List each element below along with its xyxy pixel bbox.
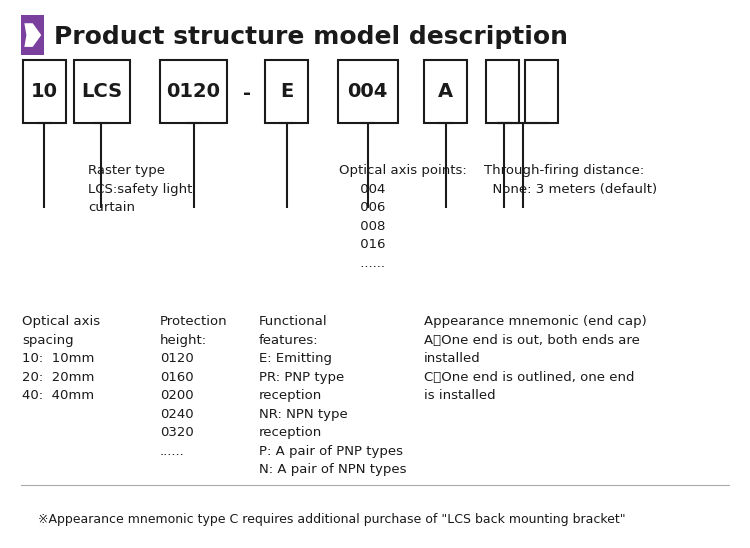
Text: Product structure model description: Product structure model description bbox=[54, 25, 568, 49]
Bar bbox=[338, 60, 398, 123]
Bar bbox=[265, 60, 308, 123]
Bar bbox=[22, 60, 66, 123]
Bar bbox=[424, 60, 467, 123]
Polygon shape bbox=[24, 23, 41, 47]
Bar bbox=[21, 15, 44, 55]
Text: LCS: LCS bbox=[81, 82, 122, 101]
Text: Through-firing distance:
  None: 3 meters (default): Through-firing distance: None: 3 meters … bbox=[484, 164, 657, 196]
Text: Raster type
LCS:safety light
curtain: Raster type LCS:safety light curtain bbox=[88, 164, 193, 214]
Text: Optical axis points:
     004
     006
     008
     016
     ......: Optical axis points: 004 006 008 016 ...… bbox=[339, 164, 466, 270]
Bar bbox=[486, 60, 519, 123]
Text: Appearance mnemonic (end cap)
A：One end is out, both ends are
installed
C：One en: Appearance mnemonic (end cap) A：One end … bbox=[424, 315, 646, 402]
Text: ※Appearance mnemonic type C requires additional purchase of "LCS back mounting b: ※Appearance mnemonic type C requires add… bbox=[38, 513, 625, 526]
Text: 10: 10 bbox=[31, 82, 58, 101]
Bar bbox=[160, 60, 227, 123]
Text: A: A bbox=[438, 82, 453, 101]
Bar bbox=[525, 60, 558, 123]
Text: E: E bbox=[280, 82, 293, 101]
Text: Protection
height:
0120
0160
0200
0240
0320
......: Protection height: 0120 0160 0200 0240 0… bbox=[160, 315, 227, 458]
Text: Functional
features:
E: Emitting
PR: PNP type
reception
NR: NPN type
reception
P: Functional features: E: Emitting PR: PNP… bbox=[259, 315, 407, 476]
Bar bbox=[74, 60, 130, 123]
Text: 004: 004 bbox=[347, 82, 388, 101]
Text: -: - bbox=[244, 84, 251, 102]
Text: Optical axis
spacing
10:  10mm
20:  20mm
40:  40mm: Optical axis spacing 10: 10mm 20: 20mm 4… bbox=[22, 315, 100, 402]
Text: 0120: 0120 bbox=[166, 82, 220, 101]
